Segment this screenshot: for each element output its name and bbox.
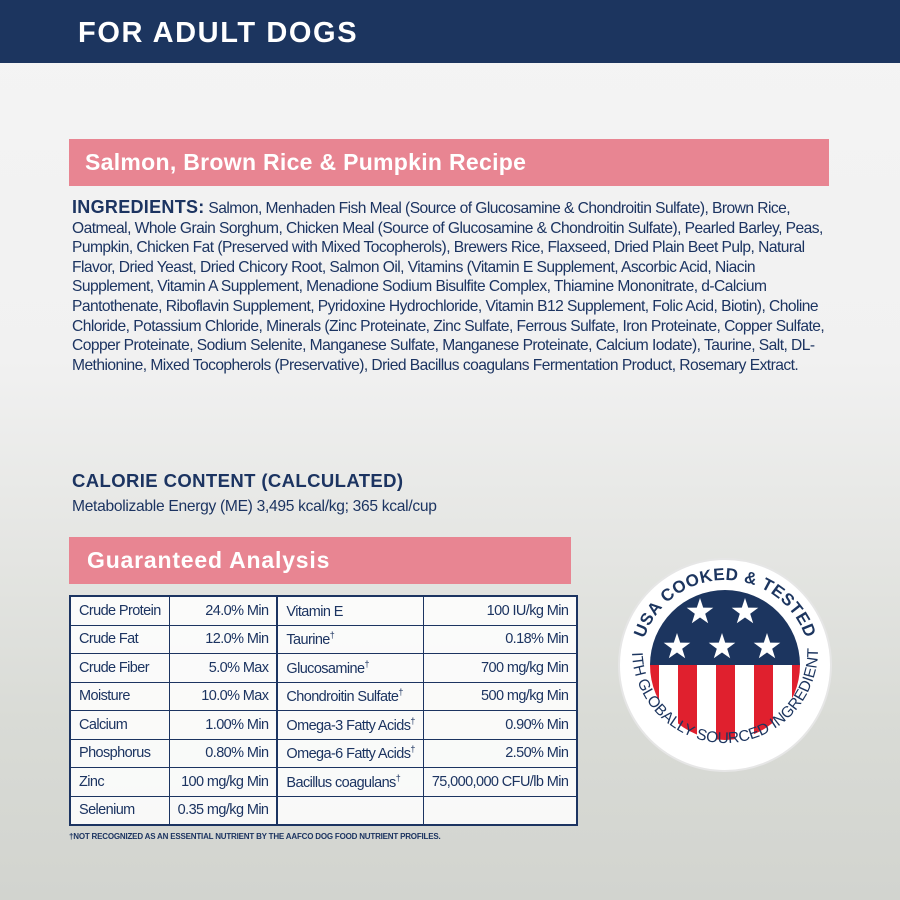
table-row: Zinc 100 mg/kg Min Bacillus coagulans† 7… bbox=[69, 767, 578, 797]
nutrient-name: Zinc bbox=[69, 767, 170, 797]
dagger-mark: † bbox=[329, 630, 335, 641]
table-row: Crude Fat 12.0% Min Taurine† 0.18% Min bbox=[69, 624, 578, 654]
table-row: Phosphorus 0.80% Min Omega-6 Fatty Acids… bbox=[69, 738, 578, 768]
dagger-mark: † bbox=[395, 772, 401, 783]
nutrient-name: Moisture bbox=[69, 681, 170, 711]
ingredients-text: Salmon, Menhaden Fish Meal (Source of Gl… bbox=[72, 200, 825, 374]
nutrient-name: Crude Fiber bbox=[69, 653, 170, 683]
nutrient-name: Selenium bbox=[69, 795, 170, 826]
footnote: †NOT RECOGNIZED AS AN ESSENTIAL NUTRIENT… bbox=[69, 832, 441, 841]
nutrient-name: Chondroitin Sulfate† bbox=[276, 681, 424, 711]
dagger-mark: † bbox=[410, 744, 415, 755]
ingredients-label: INGREDIENTS: bbox=[72, 197, 205, 217]
ingredients-block: INGREDIENTS: Salmon, Menhaden Fish Meal … bbox=[72, 197, 834, 375]
header-banner: FOR ADULT DOGS bbox=[0, 0, 900, 63]
star-icon bbox=[686, 598, 714, 624]
star-icon bbox=[663, 633, 691, 659]
nutrient-value: 5.0% Max bbox=[168, 653, 278, 683]
table-row: Selenium 0.35 mg/kg Min bbox=[69, 795, 578, 826]
flag-stripe bbox=[697, 665, 716, 740]
nutrient-name-text: Bacillus coagulans bbox=[286, 774, 396, 791]
nutrient-value: 100 mg/kg Min bbox=[168, 767, 278, 797]
header-title: FOR ADULT DOGS bbox=[78, 17, 359, 49]
analysis-title-bar: Guaranteed Analysis bbox=[69, 537, 571, 584]
nutrient-value: 0.90% Min bbox=[422, 710, 578, 740]
dagger-mark: † bbox=[410, 715, 415, 726]
nutrient-name: Omega-3 Fatty Acids† bbox=[276, 710, 424, 740]
calorie-value: Metabolizable Energy (ME) 3,495 kcal/kg;… bbox=[72, 498, 437, 515]
nutrient-name: Crude Protein bbox=[69, 595, 170, 626]
nutrient-name: Phosphorus bbox=[69, 738, 170, 768]
flag-stripe bbox=[678, 665, 697, 740]
nutrient-value: 75,000,000 CFU/lb Min bbox=[422, 767, 578, 797]
nutrient-value: 2.50% Min bbox=[422, 738, 578, 768]
nutrient-name-text: Chondroitin Sulfate bbox=[286, 689, 399, 706]
nutrient-name-text: Omega-3 Fatty Acids bbox=[286, 717, 411, 734]
recipe-title-bar: Salmon, Brown Rice & Pumpkin Recipe bbox=[69, 139, 829, 186]
nutrient-value: 0.35 mg/kg Min bbox=[168, 795, 278, 826]
nutrient-value: 10.0% Max bbox=[168, 681, 278, 711]
nutrient-value: 0.18% Min bbox=[422, 624, 578, 654]
table-row: Moisture 10.0% Max Chondroitin Sulfate† … bbox=[69, 681, 578, 711]
star-icon bbox=[731, 598, 759, 624]
flag-stripe bbox=[716, 665, 735, 740]
flag-stripe bbox=[735, 665, 754, 740]
star-icon bbox=[753, 633, 781, 659]
nutrient-value: 1.00% Min bbox=[168, 710, 278, 740]
nutrient-value: 700 mg/kg Min bbox=[422, 653, 578, 683]
nutrient-name-text: Vitamin E bbox=[286, 603, 343, 620]
calorie-heading: CALORIE CONTENT (CALCULATED) bbox=[72, 470, 404, 491]
usa-cooked-seal: USA COOKED & TESTED WITH GLOBALLY SOURCE… bbox=[610, 550, 832, 772]
nutrient-name: Crude Fat bbox=[69, 624, 170, 654]
nutrient-name: Taurine† bbox=[276, 624, 424, 654]
analysis-title: Guaranteed Analysis bbox=[87, 547, 331, 573]
nutrient-name: Glucosamine† bbox=[276, 653, 424, 683]
table-row: Crude Fiber 5.0% Max Glucosamine† 700 mg… bbox=[69, 653, 578, 683]
table-row: Calcium 1.00% Min Omega-3 Fatty Acids† 0… bbox=[69, 710, 578, 740]
nutrient-name-text: Glucosamine bbox=[286, 660, 365, 677]
flag-stripe bbox=[754, 665, 773, 740]
nutrient-value: 100 IU/kg Min bbox=[422, 595, 578, 626]
nutrient-name-text: Omega-6 Fatty Acids bbox=[286, 746, 411, 763]
nutrient-name bbox=[276, 795, 424, 826]
nutrient-value: 0.80% Min bbox=[168, 738, 278, 768]
nutrient-value: 500 mg/kg Min bbox=[422, 681, 578, 711]
dagger-mark: † bbox=[398, 687, 403, 698]
recipe-title: Salmon, Brown Rice & Pumpkin Recipe bbox=[85, 149, 527, 175]
dagger-mark: † bbox=[364, 658, 369, 669]
nutrient-name: Omega-6 Fatty Acids† bbox=[276, 738, 424, 768]
table-row: Crude Protein 24.0% Min Vitamin E 100 IU… bbox=[69, 595, 578, 626]
guaranteed-analysis-table: Crude Protein 24.0% Min Vitamin E 100 IU… bbox=[69, 595, 579, 826]
nutrient-name-text: Taurine bbox=[286, 632, 330, 649]
nutrient-value bbox=[422, 795, 578, 826]
star-icon bbox=[708, 633, 736, 659]
nutrient-name: Calcium bbox=[69, 710, 170, 740]
nutrient-value: 12.0% Min bbox=[168, 624, 278, 654]
nutrient-name: Bacillus coagulans† bbox=[276, 767, 424, 797]
nutrient-value: 24.0% Min bbox=[168, 595, 278, 626]
nutrient-name: Vitamin E bbox=[276, 595, 424, 626]
